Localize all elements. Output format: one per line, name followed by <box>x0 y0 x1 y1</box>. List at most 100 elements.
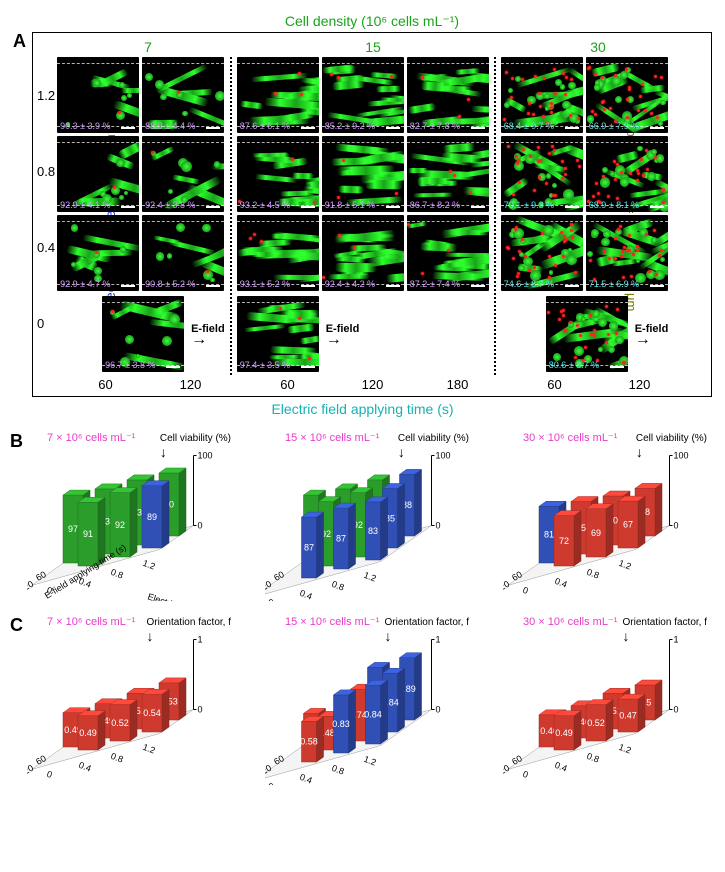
svg-text:83: 83 <box>368 526 378 536</box>
svg-text:0.4: 0.4 <box>77 760 92 774</box>
svg-text:0: 0 <box>674 705 679 715</box>
microscopy-image: 92.9 ± 4.7 % <box>57 215 139 291</box>
microscopy-image: 80.6 ± 8.7 % <box>546 296 628 372</box>
bar-chart-3d: 30 × 10⁶ cells mL⁻¹Cell viability (%)↓01… <box>503 431 725 601</box>
z-axis-label: Orientation factor, f↓ <box>147 617 232 644</box>
svg-text:0.58: 0.58 <box>300 737 318 747</box>
svg-text:1.2: 1.2 <box>362 754 377 768</box>
svg-text:0.4: 0.4 <box>553 576 568 590</box>
svg-text:67: 67 <box>623 520 633 530</box>
viability-label: 93.1 ± 5.2 % <box>240 279 290 289</box>
microscopy-image: 92.4 ± 3.8 % <box>142 136 224 212</box>
svg-text:0.4: 0.4 <box>553 760 568 774</box>
efield-arrow: E-field→ <box>191 323 225 345</box>
chart-density-label: 30 × 10⁶ cells mL⁻¹ <box>523 431 617 444</box>
separator <box>494 57 496 375</box>
bar-chart-3d: 7 × 10⁶ cells mL⁻¹Cell viability (%)↓010… <box>27 431 257 601</box>
viability-label: 85.2 ± 9.2 % <box>325 121 375 131</box>
bar-chart-3d: 15 × 10⁶ cells mL⁻¹Orientation factor, f… <box>265 615 495 785</box>
viability-label: 74.6 ± 8.7 % <box>504 279 554 289</box>
svg-text:120: 120 <box>27 579 35 595</box>
separator <box>230 57 232 375</box>
block-d15: 87.6 ± 6.1 %85.2 ± 9.2 %82.7 ± 7.8 %93.2… <box>237 57 489 375</box>
panel-c-label: C <box>10 615 23 636</box>
svg-text:69: 69 <box>591 528 601 538</box>
efield-arrow: E-field→ <box>326 323 360 345</box>
scalebar <box>471 285 485 287</box>
microscopy-image: 68.4 ± 9.7 % <box>501 57 583 133</box>
microscopy-image: 68.9 ± 8.1 % <box>586 136 668 212</box>
svg-text:0: 0 <box>436 521 441 531</box>
svg-text:0: 0 <box>436 705 441 715</box>
svg-text:0: 0 <box>266 781 274 785</box>
chart-density-label: 30 × 10⁶ cells mL⁻¹ <box>523 615 617 628</box>
time-tick: 60 <box>245 377 330 392</box>
scalebar <box>206 206 220 208</box>
microscopy-image: 66.9 ± 7.9 % <box>586 57 668 133</box>
scalebar <box>610 366 624 368</box>
bar-chart-3d: 30 × 10⁶ cells mL⁻¹Orientation factor, f… <box>503 615 725 785</box>
chart-density-label: 7 × 10⁶ cells mL⁻¹ <box>47 431 135 444</box>
scalebar <box>471 127 485 129</box>
viability-label: 92.4 ± 3.8 % <box>145 200 195 210</box>
viability-label: 87.6 ± 6.1 % <box>240 121 290 131</box>
efield-arrow: E-field→ <box>635 323 669 345</box>
svg-text:1.2: 1.2 <box>617 742 632 756</box>
microscopy-image: 74.6 ± 8.7 % <box>501 215 583 291</box>
microscopy-image: 93.1 ± 5.2 % <box>237 215 319 291</box>
microscopy-image: 97.4 ± 3.5 % <box>237 296 319 372</box>
scalebar <box>121 285 135 287</box>
density-7: 7 <box>63 39 233 55</box>
svg-text:0.47: 0.47 <box>619 711 637 721</box>
density-30: 30 <box>513 39 683 55</box>
svg-text:0: 0 <box>521 585 529 596</box>
svg-text:97: 97 <box>68 524 78 534</box>
microscopy-image: 88.9 ± 4.4 % <box>142 57 224 133</box>
svg-text:0.8: 0.8 <box>109 751 124 765</box>
viability-label: 86.7 ± 8.2 % <box>410 200 460 210</box>
svg-text:0: 0 <box>45 769 53 780</box>
chart-density-label: 7 × 10⁶ cells mL⁻¹ <box>47 615 135 628</box>
viability-label: 93.2 ± 4.5 % <box>240 200 290 210</box>
svg-text:72: 72 <box>559 536 569 546</box>
microscopy-image: 91.8 ± 5.1 % <box>322 136 404 212</box>
scalebar <box>565 285 579 287</box>
scalebar <box>386 127 400 129</box>
time-tick: 120 <box>597 377 682 392</box>
scalebar <box>565 206 579 208</box>
viability-label: 97.4 ± 3.5 % <box>240 360 290 370</box>
microscopy-image: 92.9 ± 4.1 % <box>57 136 139 212</box>
svg-text:0.4: 0.4 <box>298 588 313 601</box>
scalebar <box>206 285 220 287</box>
viability-label: 90.8 ± 5.2 % <box>145 279 195 289</box>
bar-chart-3d: 15 × 10⁶ cells mL⁻¹Cell viability (%)↓01… <box>265 431 495 601</box>
panel-a-label: A <box>13 31 26 52</box>
scalebar <box>565 127 579 129</box>
svg-text:0.49: 0.49 <box>555 728 573 738</box>
svg-text:120: 120 <box>503 579 511 595</box>
panel-b: B 7 × 10⁶ cells mL⁻¹Cell viability (%)↓0… <box>10 417 715 601</box>
svg-text:0.8: 0.8 <box>585 567 600 581</box>
time-tick: 120 <box>330 377 415 392</box>
microscopy-image: 70.1 ± 9.3 % <box>501 136 583 212</box>
z-axis-label: Orientation factor, f↓ <box>385 617 470 644</box>
svg-text:0.52: 0.52 <box>587 718 605 728</box>
z-axis-label: Cell viability (%)↓ <box>398 433 469 460</box>
viability-label: 91.8 ± 5.1 % <box>325 200 375 210</box>
microscopy-image: 71.5 ± 6.9 % <box>586 215 668 291</box>
svg-text:0.83: 0.83 <box>332 719 350 729</box>
svg-text:0.8: 0.8 <box>109 567 124 581</box>
svg-text:92: 92 <box>115 520 125 530</box>
time-tick: 120 <box>148 377 233 392</box>
svg-text:120: 120 <box>27 763 35 779</box>
svg-text:0.84: 0.84 <box>364 710 382 720</box>
chart-density-label: 15 × 10⁶ cells mL⁻¹ <box>285 431 379 444</box>
scalebar <box>301 285 315 287</box>
svg-text:1.2: 1.2 <box>141 558 156 572</box>
microscopy-image: 85.2 ± 9.2 % <box>322 57 404 133</box>
scalebar <box>301 366 315 368</box>
scalebar <box>301 206 315 208</box>
z-axis-label: Cell viability (%)↓ <box>160 433 231 460</box>
microscopy-image: 90.3 ± 3.9 % <box>57 57 139 133</box>
time-tick: 60 <box>512 377 597 392</box>
